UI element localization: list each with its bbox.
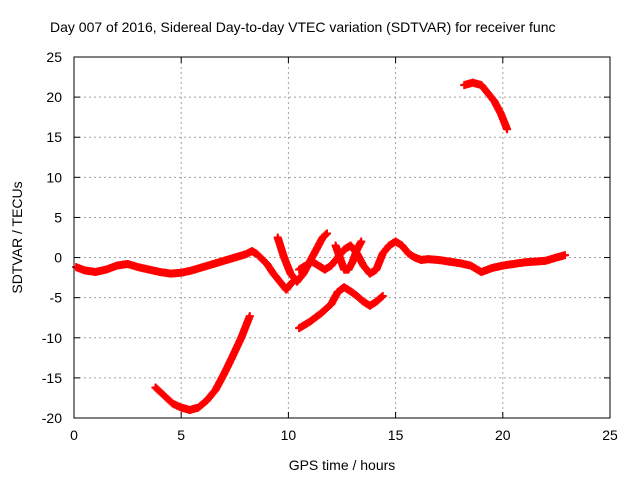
tick-labels: 0 5 10 15 20 25 -20 -15 -10 -5 0 5 10 15 20 25 (42, 49, 618, 443)
y-tick-label: 20 (46, 89, 62, 105)
y-tick-label: 10 (46, 169, 62, 185)
chart-title: Day 007 of 2016, Sidereal Day-to-day VTE… (50, 19, 556, 35)
series-top-arc (460, 78, 512, 134)
y-tick-label: 25 (46, 49, 62, 65)
x-axis-label: GPS time / hours (289, 457, 396, 473)
series-main-track (72, 247, 297, 294)
data-point (322, 229, 331, 238)
grid-lines (74, 57, 610, 418)
series-mid-3 (331, 237, 366, 274)
series-lower-mid (295, 283, 387, 333)
data-point (378, 292, 387, 301)
series-lower-arc (151, 312, 254, 414)
y-tick-label: 0 (54, 250, 62, 266)
data-point (321, 230, 330, 239)
y-tick-label: 15 (46, 129, 62, 145)
data-point (503, 125, 512, 134)
y-tick-label: -10 (42, 330, 62, 346)
y-tick-label: -15 (42, 370, 62, 386)
data-marks (72, 78, 569, 414)
x-tick-label: 25 (602, 427, 618, 443)
x-tick-label: 0 (70, 427, 78, 443)
series-mid-1 (273, 229, 331, 286)
y-tick-label: -20 (42, 410, 62, 426)
x-tick-label: 15 (388, 427, 404, 443)
axis-ticks (73, 56, 611, 419)
plot-frame (73, 56, 611, 419)
data-point (560, 251, 569, 260)
data-point (357, 237, 366, 246)
series-mid-2 (295, 237, 454, 278)
x-tick-label: 10 (281, 427, 297, 443)
y-tick-label: -5 (50, 290, 63, 306)
y-axis-label: SDTVAR / TECUs (9, 181, 25, 293)
series-late-track (445, 251, 569, 276)
x-tick-label: 20 (495, 427, 511, 443)
x-tick-label: 5 (177, 427, 185, 443)
data-point (245, 312, 254, 321)
y-tick-label: 5 (54, 209, 62, 225)
